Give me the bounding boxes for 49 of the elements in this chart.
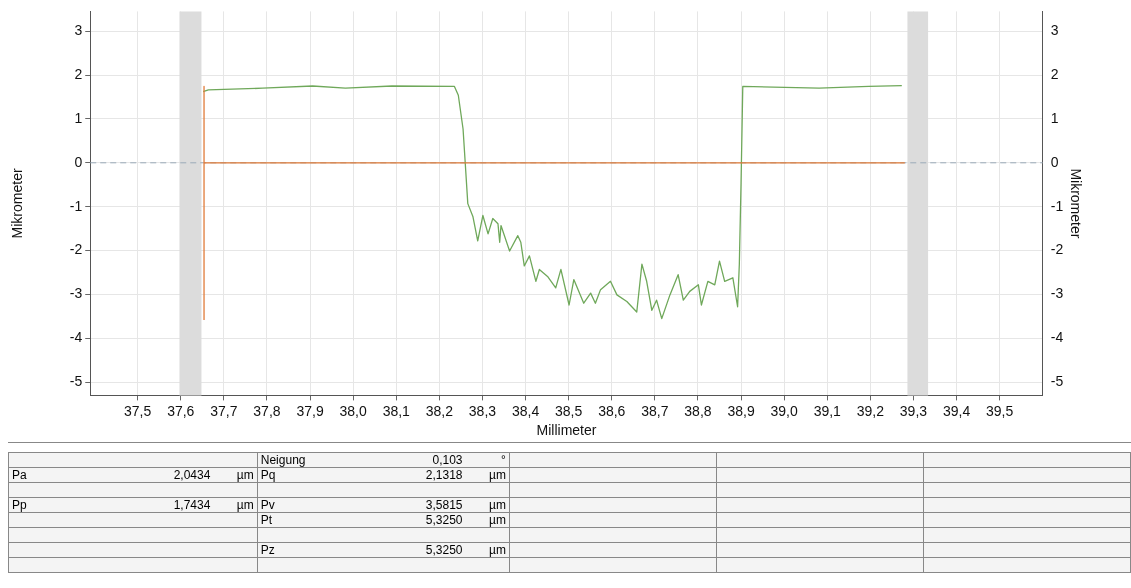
y2-axis-title: Mikrometer bbox=[1067, 168, 1084, 239]
text: Pt 5,3250 µm bbox=[260, 513, 506, 527]
x-tick-label: 37,9 bbox=[296, 402, 324, 419]
text: Pz 5,3250 µm bbox=[260, 543, 506, 557]
x-tick-label: 38,6 bbox=[598, 402, 626, 419]
y2-tick-label: 2 bbox=[1050, 65, 1059, 82]
x-tick-label: 39,0 bbox=[770, 402, 798, 419]
text: Pa 2,0434 µm bbox=[12, 468, 254, 482]
x-tick-label: 37,8 bbox=[253, 402, 281, 419]
x-tick-label: 37,6 bbox=[167, 402, 195, 419]
y2-tick-label: -1 bbox=[1050, 197, 1064, 214]
x-tick-label: 39,2 bbox=[856, 402, 885, 419]
x-tick-label: 39,5 bbox=[986, 402, 1014, 419]
x-tick-label: 38,4 bbox=[511, 402, 540, 419]
text: Pv 3,5815 µm bbox=[260, 498, 506, 512]
y2-tick-label: -4 bbox=[1050, 329, 1064, 346]
x-tick-label: 37,7 bbox=[210, 402, 238, 419]
y2-tick-label: -3 bbox=[1050, 285, 1064, 302]
y2-tick-label: -2 bbox=[1050, 241, 1064, 258]
x-tick-label: 38,3 bbox=[468, 402, 497, 419]
y-tick-label: 3 bbox=[74, 22, 83, 39]
x-tick-label: 39,1 bbox=[813, 402, 842, 419]
y2-tick-label: 1 bbox=[1050, 109, 1059, 126]
x-axis-title: Millimeter bbox=[536, 422, 597, 439]
y-tick-label: 1 bbox=[74, 109, 83, 126]
y-tick-label: 2 bbox=[74, 65, 83, 82]
text: Neigung 0,103 ° bbox=[260, 453, 506, 467]
x-tick-label: 39,3 bbox=[899, 402, 928, 419]
y2-tick-label: -5 bbox=[1050, 373, 1064, 390]
x-tick-label: 38,7 bbox=[641, 402, 669, 419]
y-tick-label: 0 bbox=[74, 153, 83, 170]
y-tick-label: -2 bbox=[69, 241, 83, 258]
x-tick-label: 38,2 bbox=[425, 402, 454, 419]
y-tick-label: -5 bbox=[69, 373, 83, 390]
text: Pp 1,7434 µm bbox=[12, 498, 254, 512]
x-tick-label: 38,5 bbox=[555, 402, 583, 419]
text: Pq 2,1318 µm bbox=[260, 468, 506, 482]
y2-tick-label: 0 bbox=[1050, 153, 1059, 170]
x-tick-label: 38,9 bbox=[727, 402, 755, 419]
x-tick-label: 37,5 bbox=[124, 402, 152, 419]
y2-tick-label: 3 bbox=[1050, 22, 1059, 39]
x-tick-label: 39,4 bbox=[942, 402, 971, 419]
y-tick-label: -4 bbox=[69, 329, 83, 346]
x-tick-label: 38,1 bbox=[382, 402, 411, 419]
x-tick-label: 38,0 bbox=[339, 402, 367, 419]
y-axis-title: Mikrometer bbox=[9, 168, 26, 239]
y-tick-label: -3 bbox=[69, 285, 83, 302]
y-tick-label: -1 bbox=[69, 197, 83, 214]
x-tick-label: 38,8 bbox=[684, 402, 712, 419]
